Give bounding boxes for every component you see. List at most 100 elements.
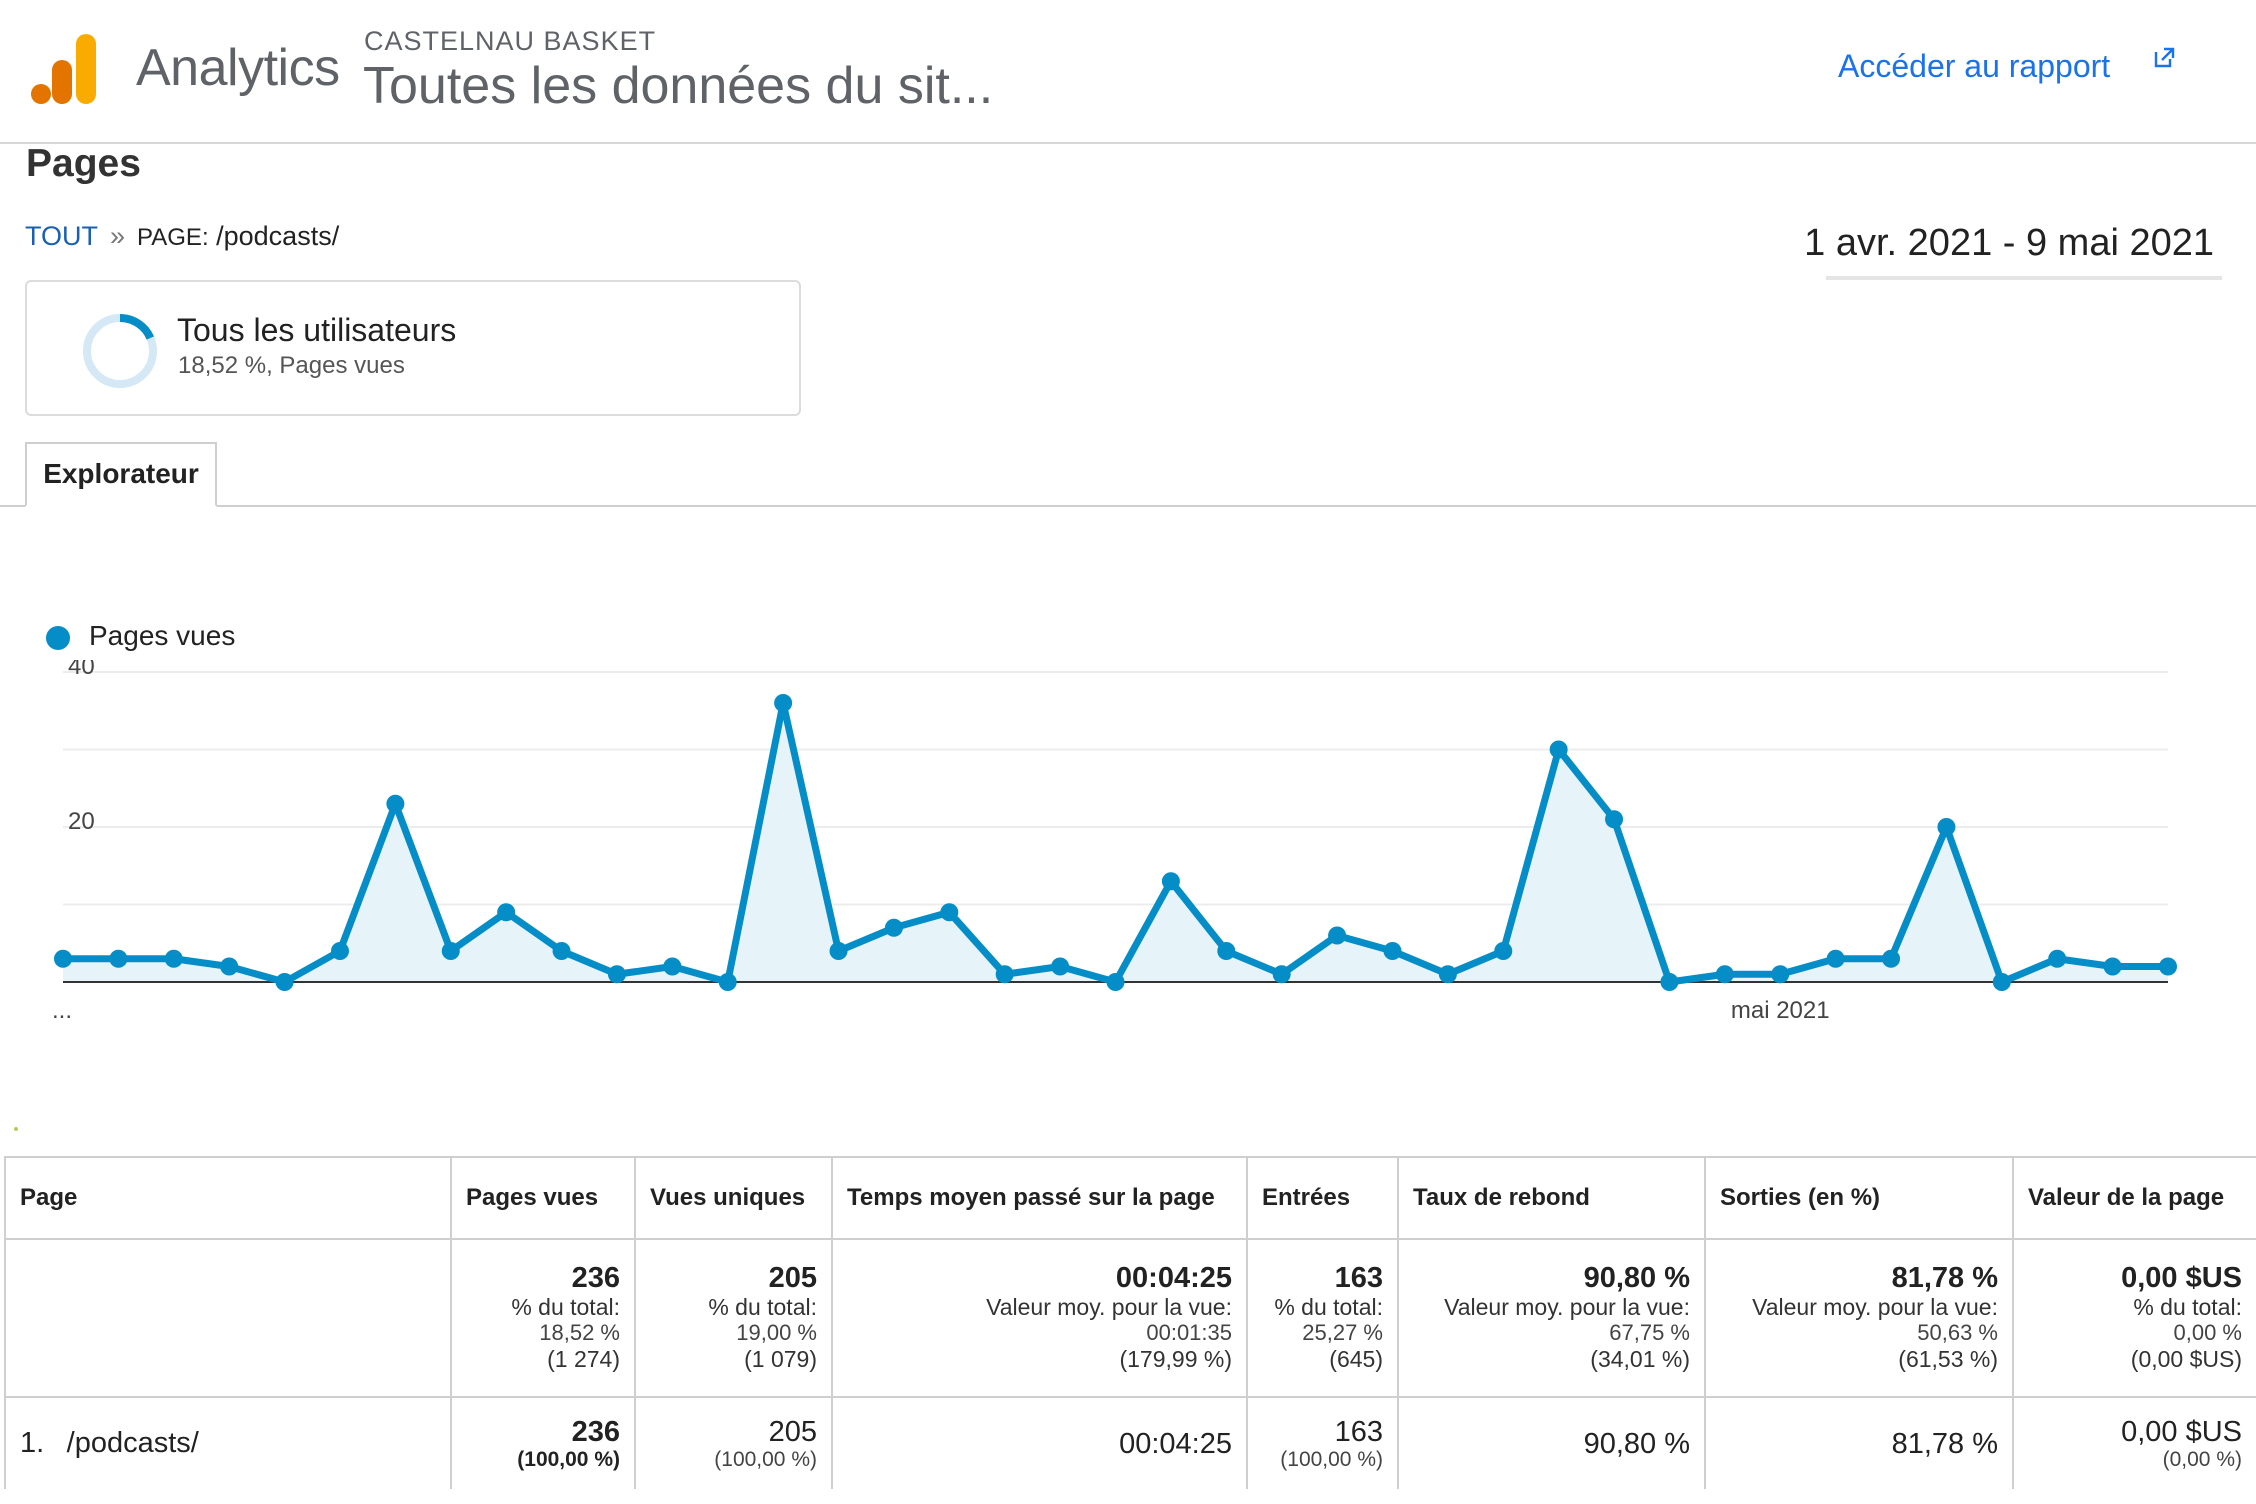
row-value: 00:04:25 — [1119, 1427, 1232, 1460]
row-cell: 81,78 % — [1704, 1397, 2014, 1489]
date-range-picker[interactable]: 1 avr. 2021 - 9 mai 2021 — [1804, 222, 2222, 280]
totals-cell: 81,78 % Valeur moy. pour la vue: 50,63 %… — [1704, 1239, 2014, 1398]
col-header-exit-rate[interactable]: Sorties (en %) — [1704, 1156, 2014, 1240]
total-value: 205 — [768, 1262, 817, 1294]
totals-cell: 0,00 $US % du total: 0,00 % (0,00 $US) — [2012, 1239, 2256, 1398]
total-value: 81,78 % — [1891, 1262, 1998, 1294]
date-range-label: 1 avr. 2021 - 9 mai 2021 — [1804, 222, 2214, 264]
col-header-page[interactable]: Page — [4, 1156, 452, 1240]
data-point — [1272, 965, 1291, 984]
total-detail: 0,00 % — [2173, 1320, 2243, 1345]
row-value: 236 — [571, 1415, 620, 1448]
totals-cell: 205 % du total: 19,00 % (1 079) — [634, 1239, 833, 1398]
segment-card[interactable]: Tous les utilisateurs 18,52 %, Pages vue… — [25, 280, 801, 416]
totals-cell: 00:04:25 Valeur moy. pour la vue: 00:01:… — [831, 1239, 1248, 1398]
total-extra: (34,01 %) — [1590, 1346, 1690, 1372]
col-header-pageviews[interactable]: Pages vues — [450, 1156, 636, 1240]
row-percent: (100,00 %) — [517, 1447, 620, 1471]
total-extra: (61,53 %) — [1898, 1346, 1998, 1372]
open-report-link[interactable]: Accéder au rapport — [1838, 48, 2111, 84]
data-point — [220, 957, 239, 976]
account-name[interactable]: CASTELNAU BASKET — [364, 26, 657, 56]
table-row[interactable]: 1. /podcasts/ 236 (100,00 %) 205 (100,00… — [4, 1397, 2256, 1489]
total-detail: 67,75 % — [1609, 1320, 1690, 1345]
breadcrumb-current: PAGE: /podcasts/ — [137, 221, 339, 251]
totals-row: 236 % du total: 18,52 % (1 274) 205 % du… — [4, 1239, 2256, 1398]
data-point — [330, 942, 349, 960]
data-point — [1605, 810, 1624, 829]
col-header-page-value[interactable]: Valeur de la page — [2012, 1156, 2256, 1240]
row-cell: 00:04:25 — [831, 1397, 1248, 1489]
decorative-dot — [14, 1127, 18, 1131]
total-caption: Valeur moy. pour la vue: — [1444, 1294, 1690, 1320]
x-tick-label: ... — [52, 997, 72, 1024]
data-point — [2103, 957, 2122, 976]
page-title: Pages — [26, 142, 141, 185]
data-point — [1660, 973, 1679, 991]
segment-name: Tous les utilisateurs — [177, 312, 457, 348]
y-tick-label: 40 — [68, 660, 95, 680]
property-view-selector[interactable]: Toutes les données du sit... — [363, 57, 994, 115]
col-header-entrances[interactable]: Entrées — [1246, 1156, 1399, 1240]
data-point — [884, 918, 903, 937]
data-point — [1328, 926, 1347, 945]
series-area — [63, 703, 2168, 982]
row-value: 90,80 % — [1583, 1427, 1690, 1460]
total-caption: % du total: — [511, 1294, 620, 1320]
row-cell: 0,00 $US (0,00 %) — [2012, 1397, 2256, 1489]
total-caption: % du total: — [708, 1294, 817, 1320]
data-point — [607, 965, 626, 984]
row-value: 205 — [768, 1415, 817, 1448]
data-point — [1771, 965, 1790, 984]
row-page-link[interactable]: /podcasts/ — [66, 1427, 199, 1459]
row-cell: 163 (100,00 %) — [1246, 1397, 1399, 1489]
total-value: 00:04:25 — [1115, 1262, 1232, 1294]
pageviews-chart[interactable]: 20 40... mai 2021 — [0, 660, 2256, 1060]
data-point — [109, 949, 128, 968]
total-caption: % du total: — [2133, 1294, 2242, 1320]
data-point — [1826, 949, 1845, 968]
data-point — [1937, 818, 1956, 836]
col-header-avg-time[interactable]: Temps moyen passé sur la page — [831, 1156, 1248, 1240]
total-extra: (1 079) — [744, 1346, 817, 1372]
col-header-bounce-rate[interactable]: Taux de rebond — [1397, 1156, 1706, 1240]
totals-cell: 163 % du total: 25,27 % (645) — [1246, 1239, 1399, 1398]
legend-marker — [46, 626, 70, 650]
total-value: 163 — [1334, 1262, 1383, 1294]
total-extra: (0,00 $US) — [2130, 1346, 2242, 1372]
data-point — [1438, 965, 1457, 984]
total-value: 0,00 $US — [2121, 1262, 2242, 1294]
data-point — [164, 949, 183, 968]
y-tick-label: 20 — [68, 808, 95, 835]
breadcrumb-root-link[interactable]: TOUT — [25, 221, 98, 251]
total-detail: 50,63 % — [1917, 1320, 1998, 1345]
data-point — [1715, 965, 1734, 984]
external-link-icon[interactable] — [2152, 46, 2176, 70]
top-header: Analytics CASTELNAU BASKET Toutes les do… — [0, 0, 2256, 144]
total-extra: (1 274) — [547, 1346, 620, 1372]
data-point — [940, 903, 959, 922]
data-point — [275, 973, 294, 991]
data-point — [1217, 942, 1236, 960]
row-number: 1. — [20, 1427, 45, 1459]
row-page-cell: 1. /podcasts/ — [4, 1397, 452, 1489]
data-point — [1992, 973, 2011, 991]
breadcrumb-dimension-value: /podcasts/ — [216, 221, 340, 251]
total-extra: (645) — [1329, 1346, 1383, 1372]
data-point — [1494, 942, 1513, 960]
totals-cell: 236 % du total: 18,52 % (1 274) — [450, 1239, 636, 1398]
data-point — [54, 949, 72, 968]
tab-explorer[interactable]: Explorateur — [25, 442, 217, 507]
segment-ring-icon — [83, 314, 157, 388]
row-cell: 236 (100,00 %) — [450, 1397, 636, 1489]
data-point — [2159, 957, 2177, 976]
total-value: 236 — [571, 1262, 620, 1294]
data-point — [1051, 957, 1070, 976]
row-percent: (100,00 %) — [1280, 1447, 1383, 1471]
row-cell: 90,80 % — [1397, 1397, 1706, 1489]
row-percent: (100,00 %) — [714, 1447, 817, 1471]
data-point — [497, 903, 516, 922]
row-cell: 205 (100,00 %) — [634, 1397, 833, 1489]
analytics-logo-icon[interactable] — [30, 32, 98, 106]
col-header-unique-views[interactable]: Vues uniques — [634, 1156, 833, 1240]
